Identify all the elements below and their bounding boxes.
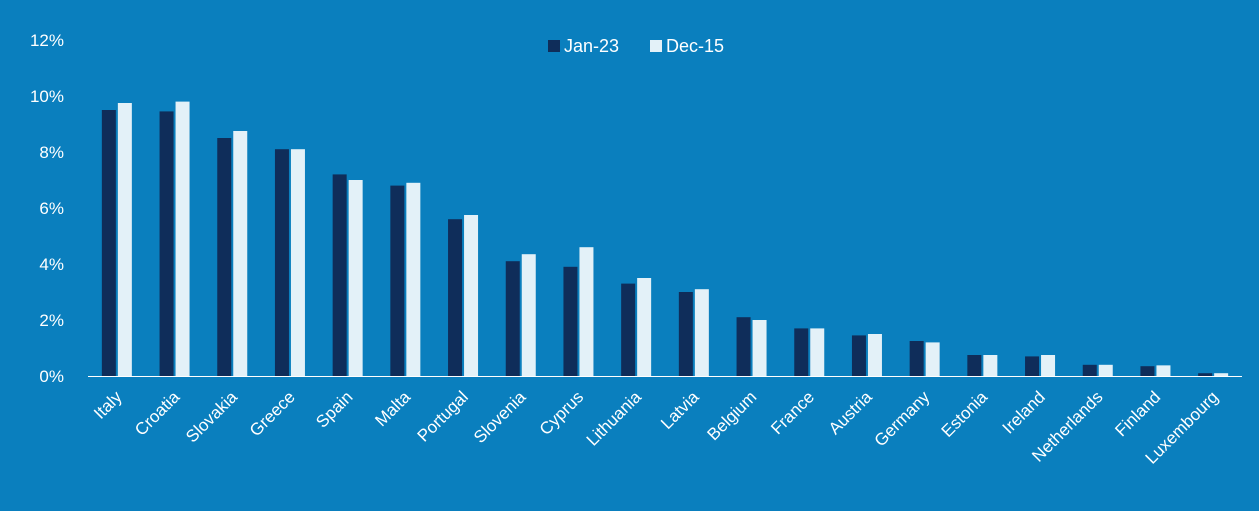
- x-tick-label: Belgium: [704, 387, 761, 444]
- bar-dec-15: [579, 247, 594, 376]
- bar-dec-15: [175, 101, 190, 376]
- legend: Jan-23 Dec-15: [548, 36, 724, 56]
- bar-jan-23: [621, 283, 636, 376]
- legend-label: Dec-15: [666, 36, 724, 56]
- y-tick-label: 12%: [30, 31, 64, 50]
- bar-jan-23: [909, 341, 924, 376]
- x-tick-label: Germany: [871, 387, 934, 450]
- x-tick-label: Slovakia: [182, 387, 241, 446]
- legend-label: Jan-23: [564, 36, 619, 56]
- bar-dec-15: [406, 182, 421, 376]
- bar-jan-23: [1082, 364, 1097, 376]
- bar-jan-23: [851, 335, 866, 376]
- x-tick-label: Lithuania: [583, 387, 646, 450]
- bar-jan-23: [563, 266, 578, 376]
- x-tick-label: France: [767, 387, 818, 438]
- bar-dec-15: [1098, 364, 1113, 376]
- y-tick-label: 10%: [30, 87, 64, 106]
- bar-dec-15: [464, 215, 479, 376]
- bar-jan-23: [678, 292, 693, 376]
- bar-dec-15: [694, 289, 709, 376]
- bar-dec-15: [637, 278, 652, 376]
- y-tick-label: 8%: [39, 143, 64, 162]
- bar-jan-23: [217, 138, 232, 376]
- bar-dec-15: [1041, 355, 1056, 376]
- bar-dec-15: [521, 254, 536, 376]
- bar-jan-23: [505, 261, 520, 376]
- bar-dec-15: [290, 149, 305, 376]
- y-axis: 0% 2% 4% 6% 8% 10% 12%: [30, 31, 64, 386]
- x-tick-label: Greece: [246, 387, 299, 440]
- y-tick-label: 0%: [39, 367, 64, 386]
- bar-dec-15: [233, 131, 248, 376]
- x-tick-label: Latvia: [657, 387, 703, 433]
- bar-jan-23: [390, 185, 405, 376]
- x-tick-label: Austria: [825, 387, 876, 438]
- bar-jan-23: [794, 328, 809, 376]
- bar-jan-23: [332, 174, 347, 376]
- x-tick-label: Ireland: [999, 387, 1049, 437]
- x-tick-label: Slovenia: [470, 387, 530, 447]
- bar-jan-23: [1198, 373, 1213, 376]
- y-tick-label: 4%: [39, 255, 64, 274]
- bar-jan-23: [1140, 366, 1155, 376]
- y-tick-label: 2%: [39, 311, 64, 330]
- bar-dec-15: [983, 355, 998, 376]
- bar-dec-15: [810, 328, 825, 376]
- bar-jan-23: [274, 149, 289, 376]
- x-tick-label: Portugal: [414, 387, 472, 445]
- bar-dec-15: [348, 180, 363, 376]
- y-tick-label: 6%: [39, 199, 64, 218]
- bar-dec-15: [1156, 365, 1171, 376]
- bar-dec-15: [867, 334, 882, 376]
- bar-jan-23: [967, 355, 982, 376]
- x-tick-label: Italy: [90, 387, 126, 423]
- x-tick-label: Malta: [371, 387, 414, 430]
- bars: [101, 101, 1229, 377]
- legend-swatch: [650, 40, 662, 52]
- bar-dec-15: [117, 103, 132, 376]
- bar-jan-23: [448, 219, 463, 376]
- bar-dec-15: [925, 342, 940, 376]
- x-tick-label: Croatia: [131, 387, 184, 440]
- bar-dec-15: [752, 320, 767, 376]
- bar-jan-23: [159, 111, 174, 377]
- x-tick-label: Spain: [312, 387, 356, 431]
- x-tick-label: Cyprus: [536, 387, 588, 439]
- bar-dec-15: [1214, 373, 1229, 376]
- x-tick-label: Estonia: [938, 387, 992, 441]
- bar-jan-23: [1025, 356, 1040, 376]
- legend-swatch: [548, 40, 560, 52]
- bar-jan-23: [736, 317, 751, 376]
- x-tick-label: Finland: [1111, 387, 1164, 440]
- bar-jan-23: [101, 110, 116, 376]
